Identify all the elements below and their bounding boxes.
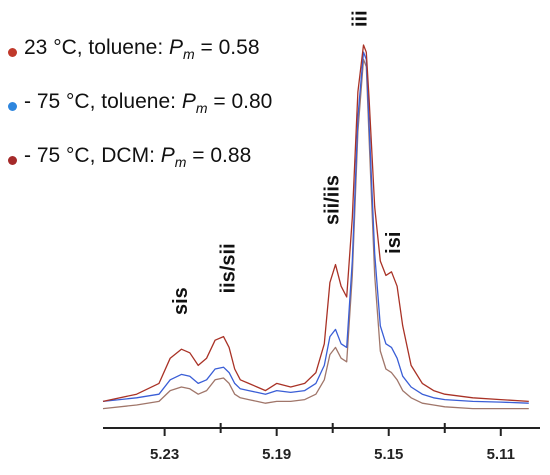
spectrum-line — [102, 51, 529, 404]
legend-marker — [8, 102, 17, 111]
peak-label: isi — [383, 232, 405, 254]
peak-label: sii/iis — [321, 175, 343, 225]
peak-label: iii — [349, 10, 371, 27]
x-tick-label: 5.15 — [374, 446, 403, 463]
x-tick-label: 5.23 — [150, 446, 179, 463]
legend-label: - 75 °C, DCM: Pm = 0.88 — [24, 144, 252, 171]
legend-label: - 75 °C, toluene: Pm = 0.80 — [24, 90, 273, 117]
x-tick-label: 5.19 — [262, 446, 291, 463]
peak-label: sis — [170, 287, 192, 315]
x-tick-label: 5.11 — [487, 446, 515, 463]
spectrum-line — [102, 44, 529, 403]
spectrum-line — [102, 58, 529, 410]
legend-marker — [8, 156, 17, 165]
legend-marker — [8, 48, 17, 57]
legend-label: 23 °C, toluene: Pm = 0.58 — [24, 36, 260, 63]
peak-label: iis/sii — [218, 243, 240, 293]
